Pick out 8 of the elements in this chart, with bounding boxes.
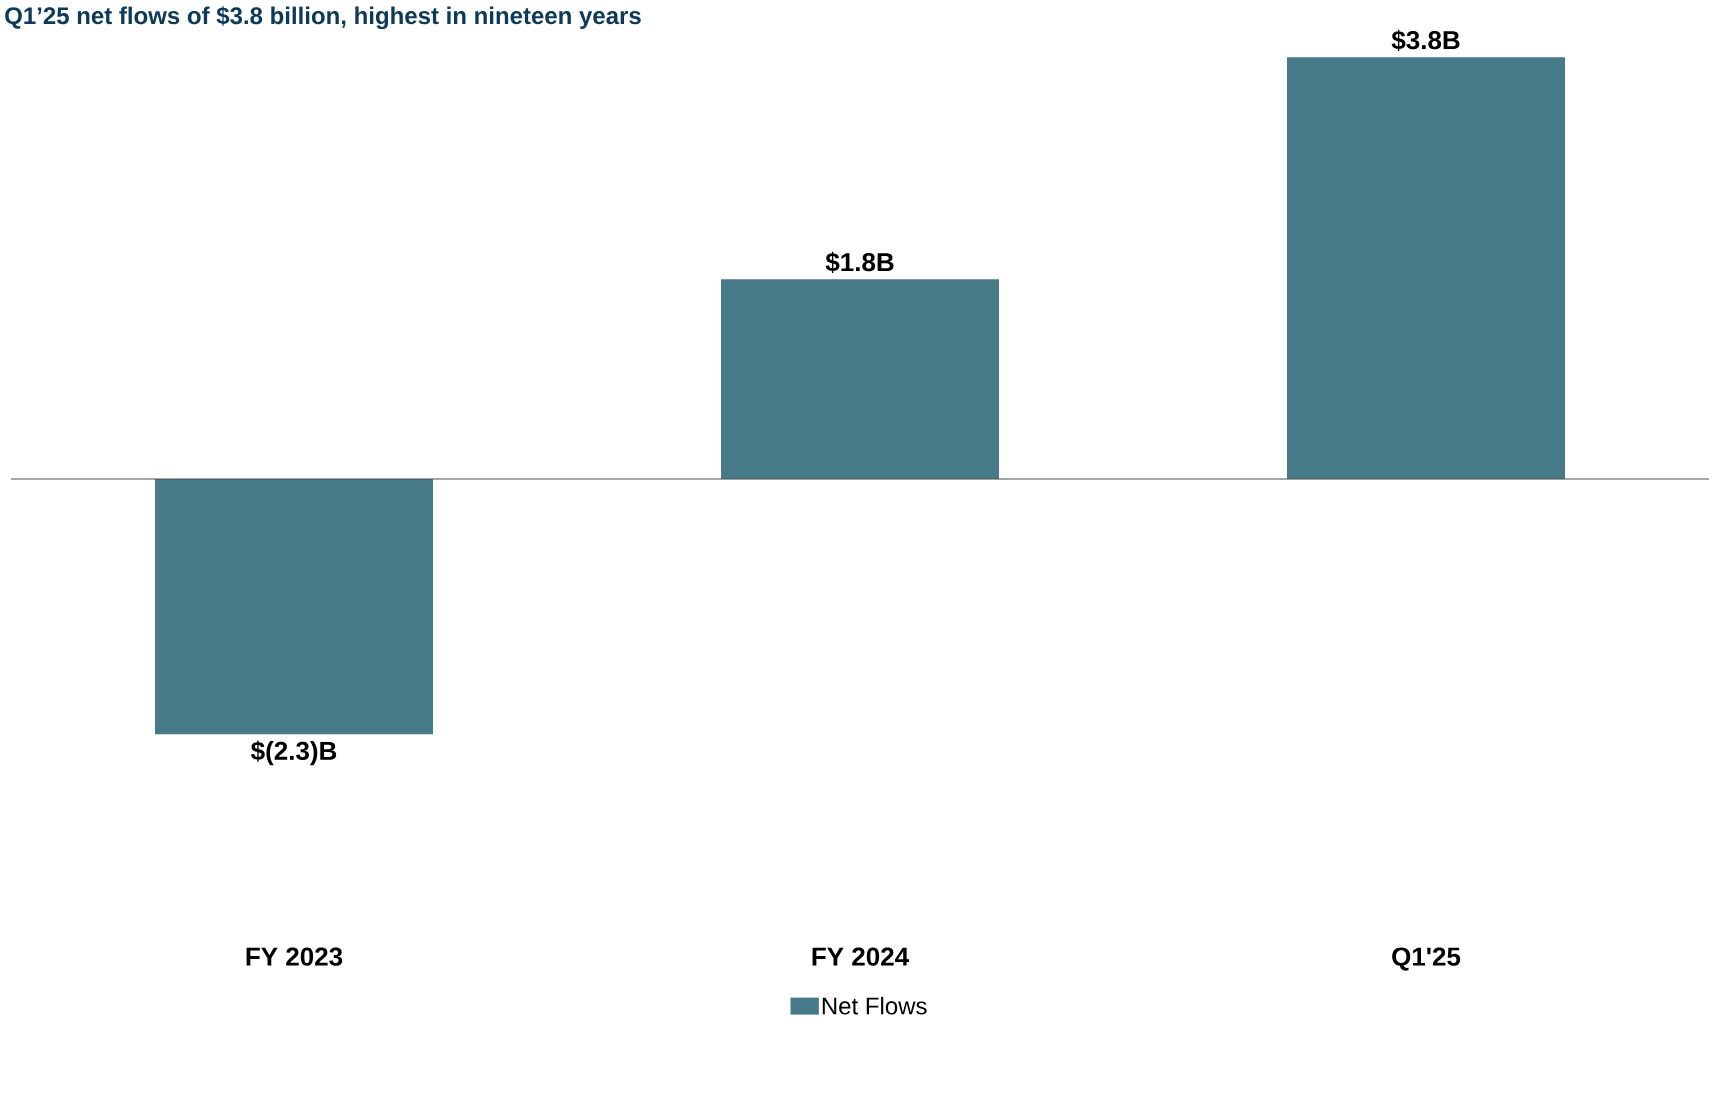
chart-title: Q1’25 net flows of $3.8 billion, highest in nineteen years [5,6,641,30]
x-tick-label: FY 2023 [246,947,343,966]
x-tick-label: FY 2024 [812,947,909,966]
data-label: $(2.3)B [251,740,337,766]
data-label: $1.8B [825,251,894,274]
legend-label: Net Flows [822,996,927,1015]
data-label: $3.8B [1391,29,1460,52]
x-tick-label: Q1'25 [1392,947,1461,971]
